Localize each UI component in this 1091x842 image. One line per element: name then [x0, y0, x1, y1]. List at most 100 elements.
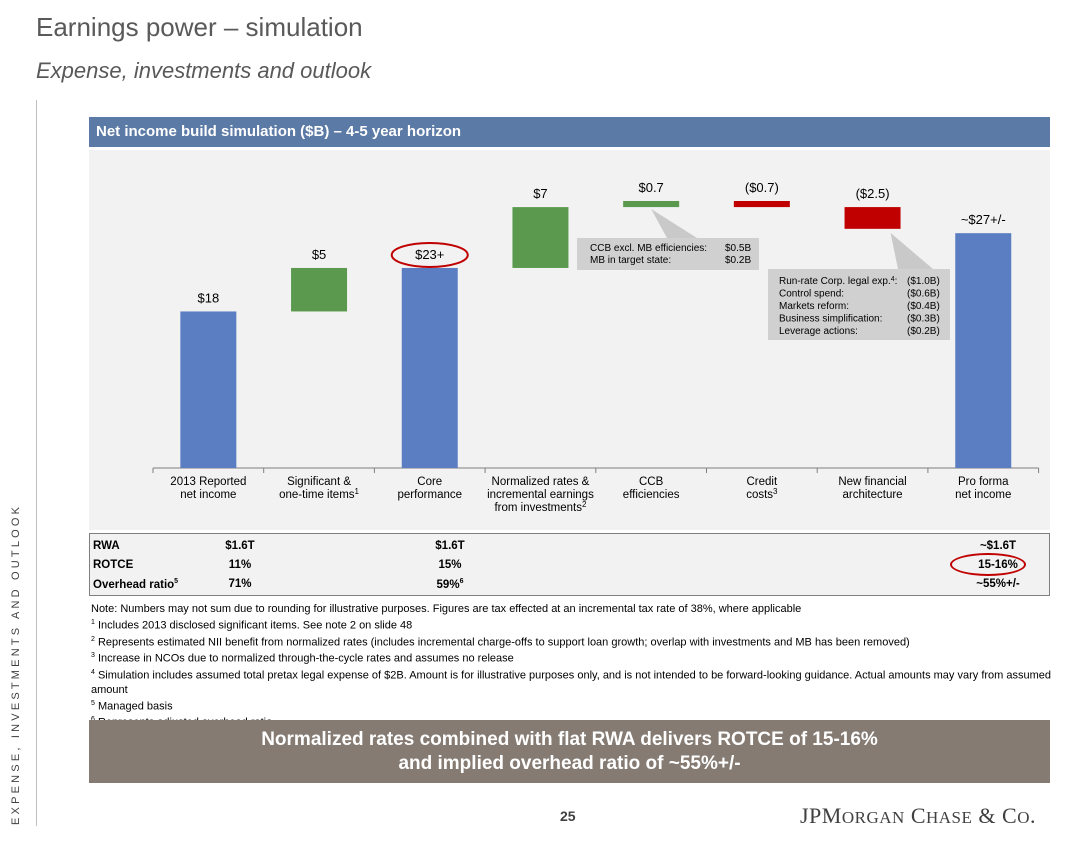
metric-label: Overhead ratio5 [93, 578, 179, 591]
side-section-label: EXPENSE, INVESTMENTS AND OUTLOOK [10, 503, 22, 825]
tick-label-2013-reported: net income [180, 489, 236, 501]
bar-normalized-rates [512, 207, 569, 268]
callout-nfa-value: ($0.3B) [907, 314, 940, 325]
metric-reported-text: 71% [228, 578, 252, 590]
callout-nfa-label: Leverage actions: [779, 326, 858, 337]
banner-line-1: Normalized rates combined with flat RWA … [261, 729, 878, 750]
page-title: Earnings power – simulation [36, 12, 363, 42]
callout-nfa [768, 269, 950, 340]
waterfall-chart: $18 $5 $23+ $7 $0.7 ($0.7) ($2.5) ~$27+/- 2013 R… [89, 150, 1050, 530]
callout-nfa-label: Run-rate Corp. legal exp.4: [779, 276, 897, 287]
footnote: Note: Numbers may not sum due to roundin… [91, 602, 1056, 616]
footnote-text: Note: Numbers may not sum due to roundin… [91, 603, 802, 615]
metric-core: 59%6 [436, 578, 464, 591]
metrics-row: ROTCE 11% 15% 15-16% [90, 553, 1049, 576]
callout-nfa-label: Markets reform: [779, 301, 849, 312]
tick-label-normalized-rates: from investments2 [494, 500, 587, 514]
metric-reported: $1.6T [200, 540, 280, 552]
bar-new-financial-architecture [844, 207, 901, 229]
footnote-text: Increase in NCOs due to normalized throu… [97, 652, 514, 665]
metric-core-text: 15% [438, 559, 462, 571]
metric-label-text: ROTCE [93, 559, 134, 571]
tick-label-new-financial-architecture: architecture [843, 489, 903, 501]
callout-nfa-value: ($1.0B) [907, 276, 940, 287]
chart-section-header: Net income build simulation ($B) – 4-5 y… [89, 117, 1050, 147]
footnotes: Note: Numbers may not sum due to roundin… [91, 602, 1056, 730]
data-label-normalized-rates: $7 [533, 186, 547, 201]
metric-proforma: ~$1.6T [958, 540, 1038, 552]
metric-core-text: $1.6T [435, 540, 465, 552]
data-label-significant-items: $5 [312, 247, 326, 262]
company-logo: JPMORGAN CHASE & CO. [800, 803, 1036, 828]
page-number: 25 [560, 808, 576, 824]
metric-core: $1.6T [410, 540, 490, 552]
tick-label-ccb-efficiencies: efficiencies [623, 489, 680, 501]
callout-nfa-label: Control spend: [779, 289, 844, 300]
footnote: 2 Represents estimated NII benefit from … [91, 635, 910, 649]
data-label-new-financial-architecture: ($2.5) [856, 186, 890, 201]
metrics-table: RWA $1.6T $1.6T ~$1.6T ROTCE 11% 15% 15-16% Over… [89, 533, 1050, 596]
page-subtitle: Expense, investments and outlook [36, 58, 372, 83]
callout-ccb [577, 238, 759, 270]
metric-proforma-text: ~$1.6T [979, 540, 1017, 552]
tick-label-2013-reported: 2013 Reported [170, 476, 246, 488]
callout-nfa-value: ($0.2B) [907, 326, 940, 337]
callout-pointer [651, 209, 697, 238]
footnote-text: Includes 2013 disclosed significant item… [97, 619, 413, 632]
callout-ccb-label: MB in target state: [590, 255, 671, 266]
callout-ccb-value: $0.5B [725, 243, 751, 254]
tick-label-normalized-rates: incremental earnings [487, 489, 594, 501]
callout-pointer [890, 232, 933, 269]
data-label-core-performance: $23+ [415, 247, 444, 262]
highlight-circle [390, 241, 469, 268]
tick-label-credit-costs: Credit [747, 476, 778, 488]
callout-nfa-value: ($0.4B) [907, 301, 940, 312]
tick-label-new-financial-architecture: New financial [838, 476, 906, 488]
bar-core-performance [401, 267, 458, 468]
bar-significant-items [291, 267, 348, 312]
footnote: 5 Managed basis [91, 699, 173, 713]
metrics-row: RWA $1.6T $1.6T ~$1.6T [90, 538, 1049, 556]
bar-ccb-efficiencies [623, 201, 680, 208]
tick-label-normalized-rates: Normalized rates & [492, 476, 590, 488]
metric-reported: 71% [200, 578, 280, 590]
data-label-2013-reported: $18 [197, 290, 219, 305]
tick-label-significant-items: Significant & [287, 476, 351, 488]
metric-label: ROTCE [93, 559, 133, 571]
metric-core-text: 59% [436, 578, 460, 591]
callout-nfa-value: ($0.6B) [907, 289, 940, 300]
metric-proforma: ~55%+/- [958, 578, 1038, 590]
bar-2013-reported [180, 311, 237, 468]
tick-label-ccb-efficiencies: CCB [639, 476, 664, 488]
conclusion-banner: Normalized rates combined with flat RWA … [89, 720, 1050, 783]
footnote: 3 Increase in NCOs due to normalized thr… [91, 652, 514, 665]
banner-line-2: and implied overhead ratio of ~55%+/- [398, 753, 741, 774]
tick-label-pro-forma: net income [955, 489, 1011, 501]
metric-label-text: Overhead ratio [93, 578, 175, 591]
bar-credit-costs [733, 201, 790, 208]
tick-label-core-performance: Core [417, 476, 442, 488]
metric-label-text: RWA [93, 540, 120, 552]
metric-label: RWA [93, 540, 120, 552]
tick-label-pro-forma: Pro forma [958, 476, 1009, 488]
tick-label-credit-costs: costs3 [746, 487, 778, 501]
metric-reported-text: 11% [228, 559, 252, 571]
bar-pro-forma [955, 233, 1012, 468]
footnote: 1 Includes 2013 disclosed significant it… [91, 619, 413, 632]
left-divider [36, 100, 37, 826]
callout-nfa-label: Business simplification: [779, 314, 882, 325]
metric-proforma-text: ~55%+/- [976, 578, 1020, 590]
footnote-text: Managed basis [97, 700, 173, 713]
footnote-text: Represents estimated NII benefit from no… [97, 636, 910, 649]
tick-label-significant-items: one-time items1 [279, 487, 359, 501]
footnote-text: Simulation includes assumed total pretax… [91, 669, 1052, 696]
footnote: 4 Simulation includes assumed total pret… [91, 668, 1052, 696]
metric-reported-text: $1.6T [225, 540, 255, 552]
highlight-circle [950, 553, 1026, 576]
tick-label-core-performance: performance [397, 489, 462, 501]
metric-core: 15% [410, 559, 490, 571]
waterfall-chart-svg: $18 $5 $23+ $7 $0.7 ($0.7) ($2.5) ~$27+/- 2013 R… [152, 180, 1040, 514]
data-label-pro-forma: ~$27+/- [961, 212, 1006, 227]
callout-ccb-value: $0.2B [725, 255, 751, 266]
data-label-credit-costs: ($0.7) [745, 180, 779, 195]
